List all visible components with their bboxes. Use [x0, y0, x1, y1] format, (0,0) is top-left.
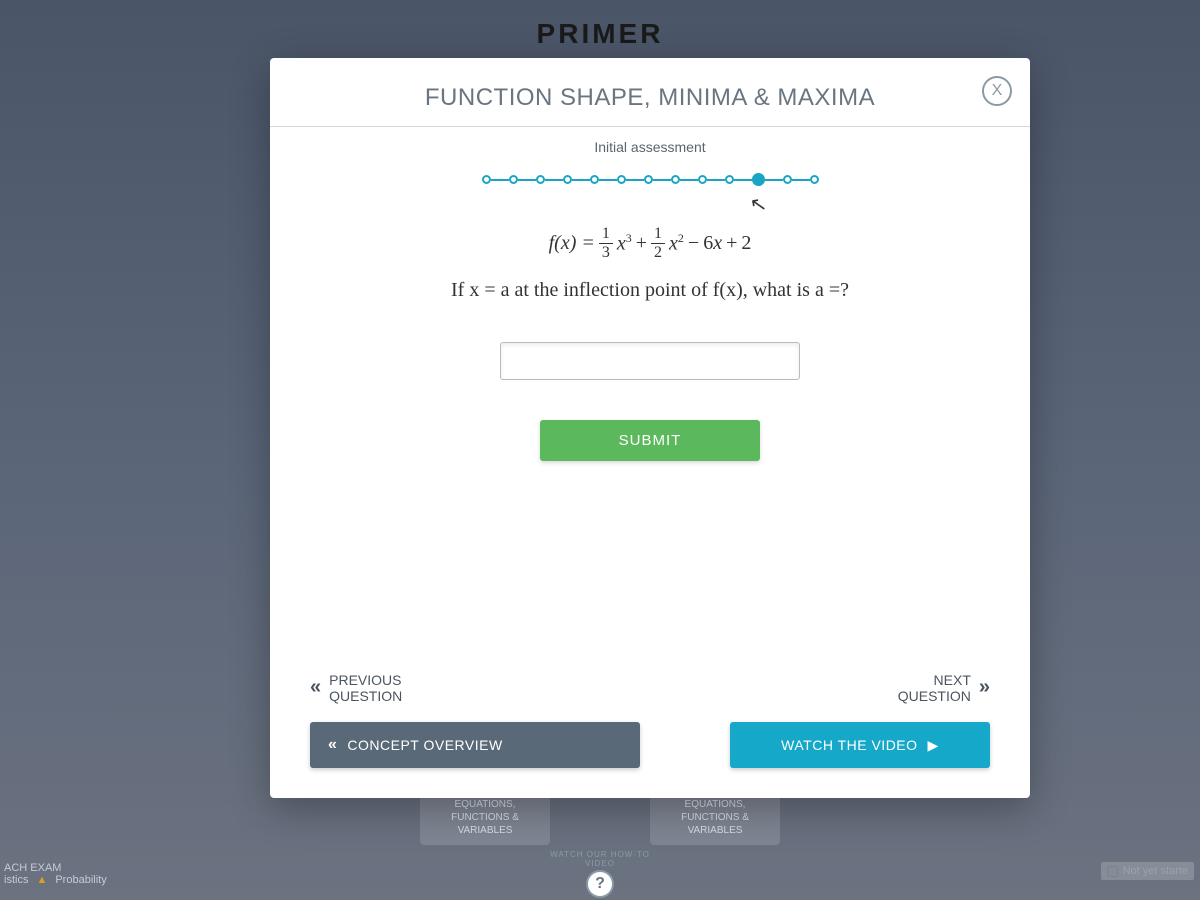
chevron-left-icon: «: [328, 736, 337, 754]
help-icon[interactable]: ?: [586, 870, 614, 898]
bg-card-2-l3: VARIABLES: [654, 824, 776, 837]
howto-widget[interactable]: WATCH OUR HOW-TO VIDEO ?: [540, 850, 660, 900]
progress-dot[interactable]: [671, 175, 680, 184]
close-icon: X: [992, 82, 1003, 100]
bg-left-nav: ACH EXAM istics ▲ Probability: [0, 858, 111, 890]
bg-left-l3: Probability: [55, 874, 106, 886]
watch-video-button[interactable]: WATCH THE VIDEO ▶: [730, 722, 990, 768]
bg-status-text: Not yet starte: [1123, 865, 1188, 877]
bg-left-l1: ACH EXAM: [4, 862, 107, 874]
progress-dot[interactable]: [536, 175, 545, 184]
assessment-modal: FUNCTION SHAPE, MINIMA & MAXIMA X Initia…: [270, 58, 1030, 798]
modal-header: FUNCTION SHAPE, MINIMA & MAXIMA X: [270, 58, 1030, 127]
eq-t3: 6x: [703, 232, 722, 255]
progress-dot[interactable]: [482, 175, 491, 184]
eq-lhs: f(x) =: [549, 232, 595, 255]
video-label: WATCH THE VIDEO: [781, 737, 917, 753]
progress-segment: [572, 179, 590, 181]
bg-status-badge: Not yet starte: [1101, 862, 1194, 880]
progress-segment: [599, 179, 617, 181]
progress-segment: [626, 179, 644, 181]
brand-title: PRIMER: [0, 0, 1200, 58]
bg-card-1-l2: FUNCTIONS &: [424, 811, 546, 824]
progress-dot[interactable]: [644, 175, 653, 184]
progress-segment: [707, 179, 725, 181]
eq-x1: x3: [617, 231, 632, 256]
prev-l2: QUESTION: [329, 688, 402, 704]
next-question-button[interactable]: NEXT QUESTION »: [898, 672, 990, 704]
eq-f2-den: 2: [654, 244, 662, 261]
play-icon: ▶: [928, 737, 939, 754]
bg-card-2: EQUATIONS, FUNCTIONS & VARIABLES: [650, 790, 780, 845]
eq-f2-num: 1: [651, 226, 665, 244]
eq-t4: 2: [741, 232, 751, 255]
next-l1: NEXT: [898, 672, 971, 688]
eq-frac-1: 1 3: [599, 226, 613, 261]
progress-segment: [680, 179, 698, 181]
concept-overview-button[interactable]: « CONCEPT OVERVIEW: [310, 722, 640, 768]
eq-op2: −: [688, 232, 699, 255]
modal-title: FUNCTION SHAPE, MINIMA & MAXIMA: [300, 84, 1000, 112]
progress-dot[interactable]: [752, 173, 765, 186]
progress-track: [270, 163, 1030, 216]
progress-dot[interactable]: [563, 175, 572, 184]
question-prompt: If x = a at the inflection point of f(x)…: [330, 279, 970, 302]
progress-dot[interactable]: [509, 175, 518, 184]
eq-x2: x2: [669, 231, 684, 256]
progress-segment: [491, 179, 509, 181]
close-button[interactable]: X: [982, 76, 1012, 106]
progress-segment: [518, 179, 536, 181]
answer-input[interactable]: [500, 342, 800, 380]
eq-op1: +: [636, 232, 647, 255]
progress-segment: [653, 179, 671, 181]
modal-subtitle: Initial assessment: [270, 127, 1030, 163]
eq-f1-den: 3: [602, 244, 610, 261]
bg-card-2-l1: EQUATIONS,: [654, 798, 776, 811]
progress-dot[interactable]: [783, 175, 792, 184]
eq-frac-2: 1 2: [651, 226, 665, 261]
progress-dot[interactable]: [698, 175, 707, 184]
concept-label: CONCEPT OVERVIEW: [347, 737, 502, 753]
progress-dot[interactable]: [725, 175, 734, 184]
progress-dot[interactable]: [810, 175, 819, 184]
bg-card-2-l2: FUNCTIONS &: [654, 811, 776, 824]
eq-op3: +: [726, 232, 737, 255]
chevron-left-icon: «: [310, 676, 321, 699]
bg-left-l2: istics: [4, 874, 28, 886]
progress-dot[interactable]: [617, 175, 626, 184]
bg-card-1-l3: VARIABLES: [424, 824, 546, 837]
progress-segment: [545, 179, 563, 181]
previous-question-button[interactable]: « PREVIOUS QUESTION: [310, 672, 402, 704]
status-square-icon: [1107, 866, 1118, 877]
submit-button[interactable]: SUBMIT: [540, 420, 760, 461]
howto-arc-text: WATCH OUR HOW-TO VIDEO: [540, 850, 660, 868]
nav-row: « PREVIOUS QUESTION NEXT QUESTION »: [270, 672, 1030, 722]
progress-segment: [734, 179, 752, 181]
chevron-right-icon: »: [979, 676, 990, 699]
bg-card-1-l1: EQUATIONS,: [424, 798, 546, 811]
prev-l1: PREVIOUS: [329, 672, 402, 688]
next-l2: QUESTION: [898, 688, 971, 704]
question-area: f(x) = 1 3 x3 + 1 2 x2 − 6x + 2 If x = a…: [270, 216, 1030, 672]
eq-f1-num: 1: [599, 226, 613, 244]
equation-display: f(x) = 1 3 x3 + 1 2 x2 − 6x + 2: [330, 226, 970, 261]
bg-card-1: EQUATIONS, FUNCTIONS & VARIABLES: [420, 790, 550, 845]
progress-segment: [792, 179, 810, 181]
bottom-row: « CONCEPT OVERVIEW WATCH THE VIDEO ▶: [270, 722, 1030, 798]
progress-segment: [765, 179, 783, 181]
progress-dot[interactable]: [590, 175, 599, 184]
